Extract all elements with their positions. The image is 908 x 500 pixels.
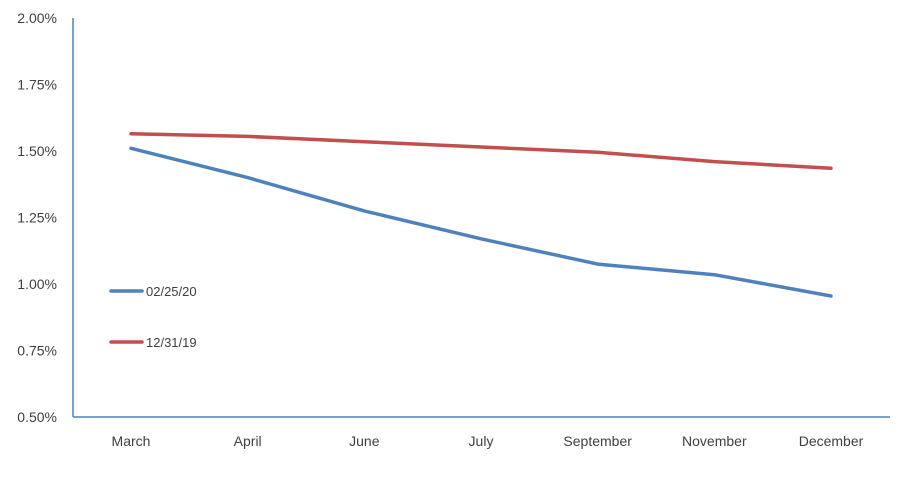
y-tick-label: 1.50%	[17, 143, 57, 159]
x-tick-labels: March April June July September November Decem…	[112, 433, 864, 449]
y-tick-label: 0.75%	[17, 343, 57, 359]
legend: 02/25/20 12/31/19	[109, 284, 197, 350]
legend-label: 02/25/20	[146, 284, 197, 299]
x-tick-label: March	[112, 433, 151, 449]
x-tick-label: April	[234, 433, 262, 449]
series-line	[129, 146, 833, 298]
series-line	[129, 131, 833, 171]
y-tick-label: 1.25%	[17, 210, 57, 226]
y-tick-label: 1.75%	[17, 77, 57, 93]
legend-label: 12/31/19	[146, 335, 197, 350]
x-tick-label: December	[799, 433, 864, 449]
y-tick-label: 2.00%	[17, 10, 57, 26]
y-tick-label: 1.00%	[17, 276, 57, 292]
y-tick-label: 0.50%	[17, 409, 57, 425]
x-tick-label: November	[682, 433, 747, 449]
series-lines	[129, 131, 833, 298]
x-tick-label: June	[349, 433, 380, 449]
y-tick-labels: 0.50% 0.75% 1.00% 1.25% 1.50% 1.75% 2.00%	[17, 10, 57, 425]
x-tick-label: July	[469, 433, 494, 449]
axes	[72, 18, 890, 418]
x-tick-label: September	[563, 433, 632, 449]
